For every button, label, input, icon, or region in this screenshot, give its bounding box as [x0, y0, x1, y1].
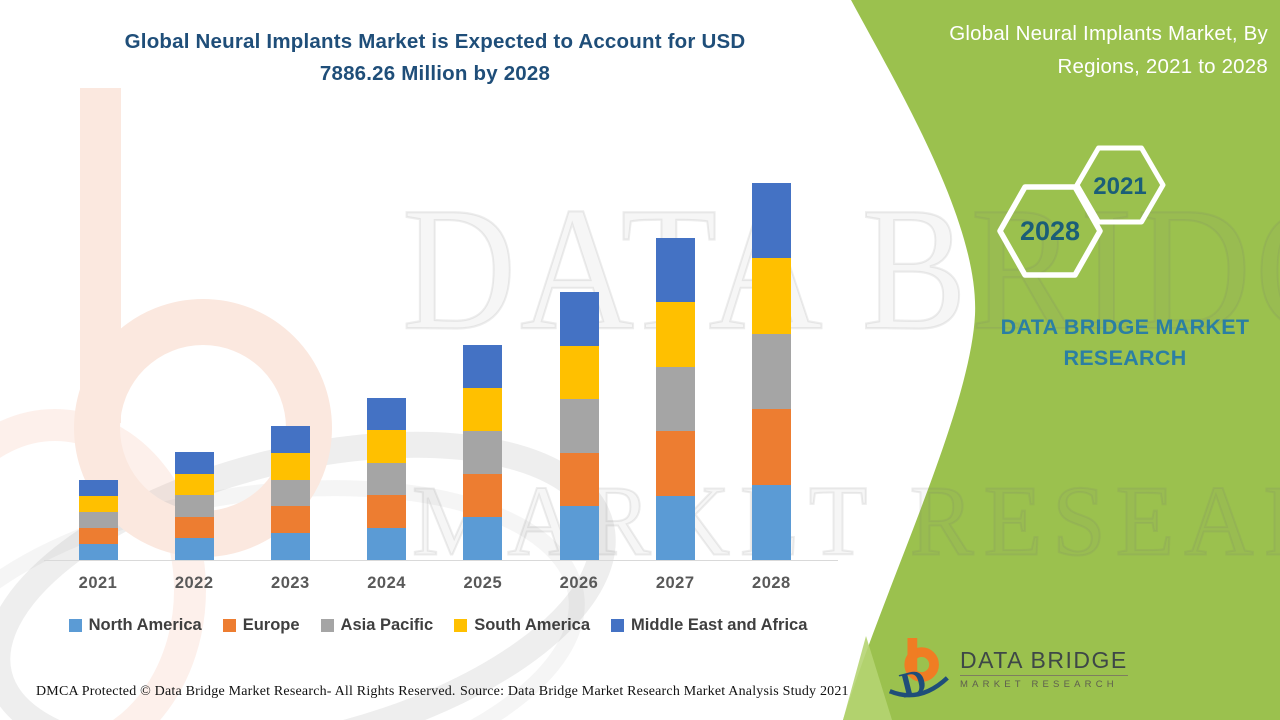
bar-segment-middle-east-and-africa — [751, 183, 791, 259]
bar-segment-middle-east-and-africa — [174, 452, 214, 474]
footer-copyright: DMCA Protected © Data Bridge Market Rese… — [36, 684, 456, 699]
bar-segment-north-america — [270, 533, 310, 560]
x-axis-label-2022: 2022 — [174, 574, 214, 592]
bar-segment-middle-east-and-africa — [655, 237, 695, 303]
x-axis-labels: 2021 2022 2023 2024 2025 2026 2027 2028 — [50, 574, 822, 598]
plot-area — [44, 183, 838, 561]
x-axis-label-2027: 2027 — [655, 574, 695, 592]
legend-label: South America — [474, 616, 591, 634]
hexagon-2028-label: 2028 — [1020, 216, 1080, 246]
bar-segment-north-america — [559, 506, 599, 560]
bar-segment-middle-east-and-africa — [559, 291, 599, 346]
legend-swatch — [320, 619, 334, 632]
bar-segment-middle-east-and-africa — [78, 480, 118, 496]
bar-segment-europe — [751, 409, 791, 485]
logo-name: DATA BRIDGE — [960, 646, 1128, 673]
bar-segment-asia-pacific — [655, 366, 695, 432]
bar-2028 — [751, 183, 791, 560]
bar-segment-asia-pacific — [78, 512, 118, 528]
hexagon-2021 — [1074, 145, 1166, 225]
hexagon-2028 — [997, 184, 1103, 278]
hexagon-2021-label: 2021 — [1093, 173, 1146, 200]
legend-swatch — [454, 619, 468, 632]
bar-segment-south-america — [463, 387, 503, 431]
bar-segment-south-america — [174, 473, 214, 496]
legend-swatch — [611, 619, 625, 632]
legend-item-europe: Europe — [222, 616, 300, 635]
bar-segment-north-america — [367, 527, 407, 560]
year-hexagons: 2021 2028 — [997, 145, 1166, 278]
x-axis-label-2021: 2021 — [78, 574, 118, 592]
legend-item-asia-pacific: Asia Pacific — [320, 616, 434, 635]
bar-segment-asia-pacific — [751, 333, 791, 410]
bar-2027 — [655, 237, 695, 560]
chart-legend: North America Europe Asia Pacific South Ame… — [48, 616, 828, 635]
company-logo-icon: D — [888, 638, 949, 702]
bar-segment-asia-pacific — [559, 399, 599, 453]
bar-segment-south-america — [367, 430, 407, 463]
x-axis-label-2026: 2026 — [559, 574, 599, 592]
legend-label: Europe — [242, 616, 300, 634]
x-axis-label-2023: 2023 — [271, 574, 310, 592]
company-logo: D DATA BRIDGE MARKET RESEARCH — [888, 636, 1128, 702]
bar-segment-north-america — [655, 495, 695, 560]
bar-2023 — [270, 425, 310, 560]
bar-segment-asia-pacific — [463, 430, 503, 474]
bar-2022 — [174, 452, 214, 560]
bar-segment-middle-east-and-africa — [463, 344, 503, 388]
legend-item-middle-east-and-africa: Middle East and Africa — [611, 616, 807, 635]
bar-segment-north-america — [463, 516, 503, 560]
brand-text: DATA BRIDGE MARKET RESEARCH — [1000, 315, 1250, 371]
chart-title-line2: 7886.26 Million by 2028 — [319, 62, 551, 86]
bar-segment-europe — [78, 528, 118, 544]
bar-segment-south-america — [270, 452, 310, 480]
bar-segment-asia-pacific — [367, 462, 407, 496]
x-axis-label-2025: 2025 — [463, 574, 503, 592]
bar-2024 — [367, 397, 407, 560]
legend-label: Asia Pacific — [340, 616, 434, 634]
legend-swatch — [222, 619, 236, 632]
bar-2021 — [78, 480, 118, 560]
legend-label: Middle East and Africa — [631, 616, 808, 634]
logo-subtitle: MARKET RESEARCH — [960, 679, 1118, 691]
x-axis-label-2024: 2024 — [367, 574, 406, 592]
bar-segment-europe — [367, 495, 407, 528]
bar-segment-europe — [270, 506, 310, 534]
chart-title: Global Neural Implants Market is Expecte… — [30, 26, 840, 91]
chart-title-line1: Global Neural Implants Market is Expecte… — [124, 30, 746, 53]
x-axis-line — [44, 560, 838, 561]
bar-segment-south-america — [655, 302, 695, 367]
footer-source: Source: Data Bridge Market Research Mark… — [460, 684, 849, 699]
bar-segment-middle-east-and-africa — [367, 397, 407, 431]
x-axis-label-2028: 2028 — [752, 574, 791, 592]
bar-segment-north-america — [78, 544, 118, 560]
logo-rule — [960, 675, 1128, 677]
green-panel-accent-wedge — [843, 636, 892, 720]
bar-segment-europe — [559, 452, 599, 507]
legend-swatch — [68, 619, 82, 632]
bar-segment-asia-pacific — [174, 495, 214, 517]
bar-segment-europe — [463, 473, 503, 517]
bar-segment-middle-east-and-africa — [270, 425, 310, 453]
bar-segment-south-america — [78, 496, 118, 512]
bar-segment-europe — [174, 516, 214, 539]
side-panel-title: Global Neural Implants Market, By Region… — [949, 22, 1268, 78]
green-panel-shape — [843, 0, 1280, 720]
bar-segment-asia-pacific — [270, 479, 310, 507]
bar-segment-europe — [655, 431, 695, 496]
bar-segment-north-america — [751, 484, 791, 560]
bar-2026 — [559, 291, 599, 560]
bar-2025 — [463, 344, 503, 560]
legend-item-south-america: South America — [454, 616, 590, 635]
bar-segment-south-america — [559, 345, 599, 400]
legend-item-north-america: North America — [68, 616, 202, 635]
bar-segment-north-america — [174, 538, 214, 560]
bar-segment-south-america — [751, 258, 791, 334]
legend-label: North America — [88, 616, 202, 634]
